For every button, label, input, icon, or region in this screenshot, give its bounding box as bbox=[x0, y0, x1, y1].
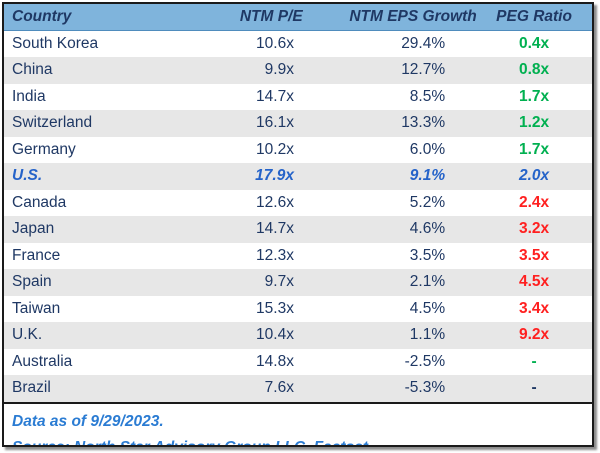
cell-country: Australia bbox=[4, 348, 229, 375]
cell-ntm-eps-growth: 6.0% bbox=[347, 136, 487, 163]
cell-peg-ratio: 9.2x bbox=[486, 322, 592, 349]
cell-ntm-pe: 14.7x bbox=[228, 83, 348, 110]
cell-ntm-eps-growth: 8.5% bbox=[347, 83, 487, 110]
table-header: Country NTM P/E NTM EPS Growth PEG Ratio bbox=[4, 4, 592, 31]
cell-ntm-eps-growth: -5.3% bbox=[347, 375, 487, 402]
table-row[interactable]: Australia 14.8x -2.5% - bbox=[4, 348, 592, 375]
cell-peg-ratio: 1.7x bbox=[486, 136, 592, 163]
cell-ntm-pe: 15.3x bbox=[228, 295, 348, 322]
footnote-source: Source: North Star Advisory Group LLC, F… bbox=[12, 438, 368, 447]
cell-ntm-pe: 7.6x bbox=[228, 375, 348, 402]
cell-ntm-eps-growth: 29.4% bbox=[347, 30, 487, 57]
table-row[interactable]: India 14.7x 8.5% 1.7x bbox=[4, 83, 592, 110]
footnotes-block: Data as of 9/29/2023. Source: North Star… bbox=[4, 403, 592, 447]
cell-ntm-pe: 9.7x bbox=[228, 269, 348, 296]
peg-ratio-value: 1.7x bbox=[518, 87, 550, 105]
peg-ratio-value: 3.2x bbox=[518, 220, 550, 238]
footnote-data-as-of: Data as of 9/29/2023. bbox=[12, 412, 164, 430]
cell-country: India bbox=[4, 83, 229, 110]
cell-ntm-pe: 10.2x bbox=[228, 136, 348, 163]
cell-country: Spain bbox=[4, 269, 229, 296]
table-row[interactable]: Germany 10.2x 6.0% 1.7x bbox=[4, 136, 592, 163]
cell-ntm-eps-growth: 4.6% bbox=[347, 216, 487, 243]
peg-ratio-value: 3.4x bbox=[518, 299, 550, 317]
cell-country: Canada bbox=[4, 189, 229, 216]
cell-country: Taiwan bbox=[4, 295, 229, 322]
table-row[interactable]: U.K. 10.4x 1.1% 9.2x bbox=[4, 322, 592, 349]
peg-ratio-value: 1.7x bbox=[518, 140, 550, 158]
footer-divider bbox=[4, 401, 592, 404]
cell-ntm-pe: 14.7x bbox=[228, 216, 348, 243]
table-header-row: Country NTM P/E NTM EPS Growth PEG Ratio bbox=[4, 4, 592, 31]
cell-peg-ratio: 0.8x bbox=[486, 57, 592, 84]
cell-peg-ratio: 1.7x bbox=[486, 83, 592, 110]
column-header-country[interactable]: Country bbox=[4, 4, 229, 31]
table-row[interactable]: Spain 9.7x 2.1% 4.5x bbox=[4, 269, 592, 296]
peg-ratio-value: 9.2x bbox=[518, 326, 550, 344]
cell-country: Brazil bbox=[4, 375, 229, 402]
cell-peg-ratio: - bbox=[486, 348, 592, 375]
table-body: South Korea 10.6x 29.4% 0.4x China 9.9x 12.7% 0… bbox=[4, 30, 592, 402]
cell-ntm-eps-growth: 3.5% bbox=[347, 242, 487, 269]
peg-ratio-value: 0.4x bbox=[518, 35, 550, 52]
peg-ratio-value: 4.5x bbox=[518, 273, 550, 291]
peg-ratio-value: 2.4x bbox=[518, 193, 550, 211]
cell-country: France bbox=[4, 242, 229, 269]
cell-country: China bbox=[4, 57, 229, 84]
cell-peg-ratio: 3.4x bbox=[486, 295, 592, 322]
cell-country: Germany bbox=[4, 136, 229, 163]
cell-peg-ratio: 3.5x bbox=[486, 242, 592, 269]
cell-peg-ratio: - bbox=[486, 375, 592, 402]
table-row[interactable]: Japan 14.7x 4.6% 3.2x bbox=[4, 216, 592, 243]
cell-country: Switzerland bbox=[4, 110, 229, 137]
peg-ratio-value: 0.8x bbox=[518, 61, 550, 79]
cell-country: U.S. bbox=[4, 163, 229, 190]
table-row[interactable]: South Korea 10.6x 29.4% 0.4x bbox=[4, 30, 592, 57]
cell-ntm-eps-growth: 9.1% bbox=[347, 163, 487, 190]
cell-ntm-pe: 17.9x bbox=[228, 163, 348, 190]
column-header-ntm-pe[interactable]: NTM P/E bbox=[228, 4, 348, 31]
cell-ntm-pe: 10.6x bbox=[228, 30, 348, 57]
column-header-peg-ratio[interactable]: PEG Ratio bbox=[486, 4, 592, 31]
cell-ntm-eps-growth: 4.5% bbox=[347, 295, 487, 322]
table-row[interactable]: Taiwan 15.3x 4.5% 3.4x bbox=[4, 295, 592, 322]
column-header-ntm-eps-growth[interactable]: NTM EPS Growth bbox=[347, 4, 487, 31]
table-frame: Country NTM P/E NTM EPS Growth PEG Ratio… bbox=[2, 2, 594, 447]
cell-ntm-pe: 16.1x bbox=[228, 110, 348, 137]
table-row[interactable]: Switzerland 16.1x 13.3% 1.2x bbox=[4, 110, 592, 137]
cell-ntm-eps-growth: 5.2% bbox=[347, 189, 487, 216]
cell-peg-ratio: 4.5x bbox=[486, 269, 592, 296]
cell-ntm-eps-growth: 2.1% bbox=[347, 269, 487, 296]
cell-peg-ratio: 0.4x bbox=[486, 30, 592, 57]
country-valuation-table: Country NTM P/E NTM EPS Growth PEG Ratio… bbox=[4, 4, 592, 402]
cell-ntm-eps-growth: -2.5% bbox=[347, 348, 487, 375]
table-row[interactable]: Canada 12.6x 5.2% 2.4x bbox=[4, 189, 592, 216]
cell-ntm-pe: 9.9x bbox=[228, 57, 348, 84]
peg-ratio-value: 3.5x bbox=[518, 246, 550, 264]
cell-peg-ratio: 1.2x bbox=[486, 110, 592, 137]
cell-peg-ratio: 3.2x bbox=[486, 216, 592, 243]
cell-ntm-pe: 12.3x bbox=[228, 242, 348, 269]
table-row[interactable]: France 12.3x 3.5% 3.5x bbox=[4, 242, 592, 269]
cell-ntm-pe: 12.6x bbox=[228, 189, 348, 216]
cell-country: U.K. bbox=[4, 322, 229, 349]
table-row[interactable]: Brazil 7.6x -5.3% - bbox=[4, 375, 592, 402]
cell-ntm-pe: 14.8x bbox=[228, 348, 348, 375]
peg-ratio-value: 1.2x bbox=[518, 114, 550, 132]
cell-country: South Korea bbox=[4, 30, 229, 57]
cell-ntm-eps-growth: 1.1% bbox=[347, 322, 487, 349]
cell-ntm-eps-growth: 13.3% bbox=[347, 110, 487, 137]
cell-peg-ratio: 2.4x bbox=[486, 189, 592, 216]
peg-ratio-value: - bbox=[531, 379, 537, 397]
peg-ratio-value: 2.0x bbox=[518, 167, 550, 185]
cell-ntm-eps-growth: 12.7% bbox=[347, 57, 487, 84]
cell-country: Japan bbox=[4, 216, 229, 243]
cell-peg-ratio: 2.0x bbox=[486, 163, 592, 190]
cell-ntm-pe: 10.4x bbox=[228, 322, 348, 349]
table-row[interactable]: U.S. 17.9x 9.1% 2.0x bbox=[4, 163, 592, 190]
peg-ratio-value: - bbox=[531, 352, 537, 370]
table-row[interactable]: China 9.9x 12.7% 0.8x bbox=[4, 57, 592, 84]
